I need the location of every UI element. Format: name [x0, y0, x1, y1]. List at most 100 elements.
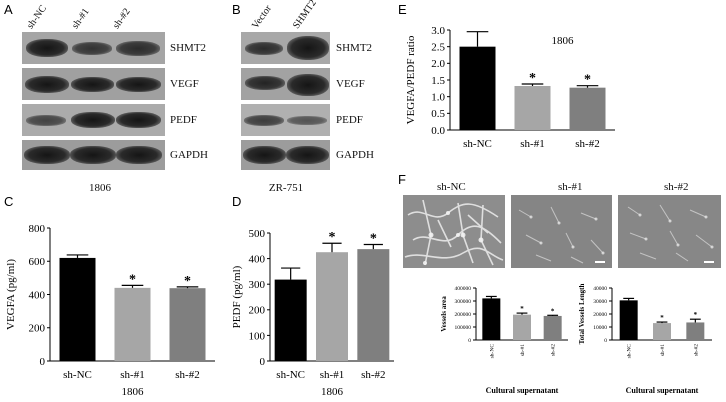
blot-a-strip-shmt2: [22, 32, 165, 64]
significance-marker: *: [129, 272, 136, 287]
blot-b-lane-label: SHMT2: [290, 0, 319, 32]
significance-marker: *: [529, 71, 536, 86]
y-tick-label: 0: [40, 356, 46, 368]
panel-letter-d: D: [232, 194, 242, 209]
x-axis-label: 1806: [122, 386, 145, 398]
y-axis-label: Total Vessels Length: [578, 283, 586, 344]
y-tick-label: 10000: [593, 325, 607, 331]
blot-b-strip-gapdh: [241, 140, 330, 170]
x-tick-label: sh-#1: [660, 344, 666, 356]
bar: [357, 249, 390, 361]
x-tick-label: sh-#2: [175, 369, 199, 381]
panel-letter-b: B: [232, 2, 241, 17]
significance-marker: *: [551, 307, 555, 315]
bar: [59, 257, 96, 361]
significance-marker: *: [694, 311, 698, 319]
blot-a-caption: 1806: [89, 182, 111, 194]
y-tick-label: 200: [29, 323, 46, 335]
chart-vegfa: 0 200 400 600 800 VEGFA (pg/ml) sh-NC * sh-#1 * sh…: [5, 223, 215, 398]
blot-a-lane-label: sh-#2: [110, 6, 133, 31]
micrograph-label: sh-#2: [664, 181, 689, 193]
y-tick-label: 0: [468, 338, 471, 344]
blot-a-lane-label: sh-#1: [69, 6, 92, 31]
bar: [543, 315, 562, 340]
y-tick-label: 800: [29, 223, 46, 235]
blot-a-row-label: SHMT2: [170, 42, 207, 54]
y-tick-label: 300000: [455, 299, 472, 305]
blot-b-row-label: SHMT2: [336, 42, 373, 54]
x-tick-label: sh-NC: [63, 369, 92, 381]
blot-b-row-label: VEGF: [336, 78, 365, 90]
y-axis-label: VEGFA (pg/ml): [5, 259, 17, 330]
y-tick-label: 500: [249, 228, 266, 240]
blot-b-strip-pedf: [241, 104, 330, 136]
x-axis-label: 1806: [321, 386, 344, 398]
bar: [619, 300, 638, 340]
y-tick-label: 0: [604, 338, 607, 344]
bar: [514, 86, 551, 130]
bar: [274, 279, 307, 361]
y-tick-label: 100: [249, 330, 266, 342]
bar: [459, 46, 496, 130]
x-tick-label: sh-#1: [520, 344, 526, 356]
x-tick-label: sh-NC: [489, 344, 495, 359]
micrograph-label: sh-#1: [558, 181, 583, 193]
x-axis-label: Cultural supernatant: [626, 386, 699, 395]
x-tick-label: sh-#2: [575, 138, 599, 150]
blot-a-strip-pedf: [22, 104, 165, 136]
blot-a-strip-vegf: [22, 68, 165, 100]
x-tick-label: sh-#2: [361, 369, 385, 381]
blot-b-row-label: GAPDH: [336, 149, 374, 161]
significance-marker: *: [370, 232, 377, 247]
bar: [569, 87, 606, 130]
significance-marker: *: [520, 305, 524, 313]
bar: [513, 314, 531, 340]
y-tick-label: 0.5: [431, 108, 445, 120]
significance-marker: *: [329, 230, 336, 245]
x-axis-label: Cultural supernatant: [486, 386, 559, 395]
blot-b-lane-label: Vector: [249, 3, 274, 31]
bar: [316, 252, 348, 361]
panel-letter-f: F: [398, 172, 406, 187]
x-tick-label: sh-NC: [463, 138, 492, 150]
y-axis-label: VEGFA/PEDF ratio: [405, 35, 417, 124]
x-tick-label: sh-NC: [276, 369, 305, 381]
bar: [482, 298, 501, 340]
chart-pedf: 0 100 200 300 400 500 PEDF (pg/ml) sh-NC * sh-#1 *…: [231, 228, 394, 398]
x-tick-label: sh-#1: [320, 369, 344, 381]
y-tick-label: 400: [249, 253, 266, 265]
blot-b-caption: ZR-751: [268, 182, 304, 194]
y-tick-label: 20000: [593, 312, 607, 318]
y-tick-label: 200: [249, 305, 266, 317]
y-tick-label: 0.0: [431, 125, 445, 137]
significance-marker: *: [184, 274, 191, 289]
y-axis-label: PEDF (pg/ml): [231, 265, 243, 328]
blot-a-row-label: VEGF: [170, 78, 199, 90]
panel-letter-a: A: [4, 2, 13, 17]
bar: [653, 323, 671, 340]
chart-title: 1806: [552, 35, 575, 47]
significance-marker: *: [584, 73, 591, 88]
blot-b-strip-vegf: [241, 68, 330, 100]
bar: [169, 288, 206, 361]
blot-a-strip-gapdh: [22, 140, 165, 170]
x-tick-label: sh-#1: [120, 369, 144, 381]
y-tick-label: 2.5: [431, 42, 445, 54]
micrograph-sh-2: [618, 195, 721, 268]
y-tick-label: 100000: [455, 325, 472, 331]
y-tick-label: 600: [29, 256, 46, 268]
y-tick-label: 200000: [455, 312, 472, 318]
y-axis-label: Vessels area: [440, 296, 448, 332]
blot-a-lane-label: sh-NC: [24, 3, 49, 32]
significance-marker: *: [660, 314, 664, 322]
y-tick-label: 300: [249, 279, 266, 291]
panel-letter-c: C: [4, 194, 14, 209]
y-tick-label: 400000: [455, 286, 472, 292]
y-tick-label: 1.0: [431, 92, 445, 104]
y-tick-label: 40000: [593, 286, 607, 292]
micrograph-sh-1: [511, 195, 612, 268]
micrograph-sh-nc: [403, 195, 505, 268]
y-tick-label: 1.5: [431, 75, 445, 87]
blot-a-row-label: PEDF: [170, 114, 197, 126]
y-tick-label: 400: [29, 289, 46, 301]
